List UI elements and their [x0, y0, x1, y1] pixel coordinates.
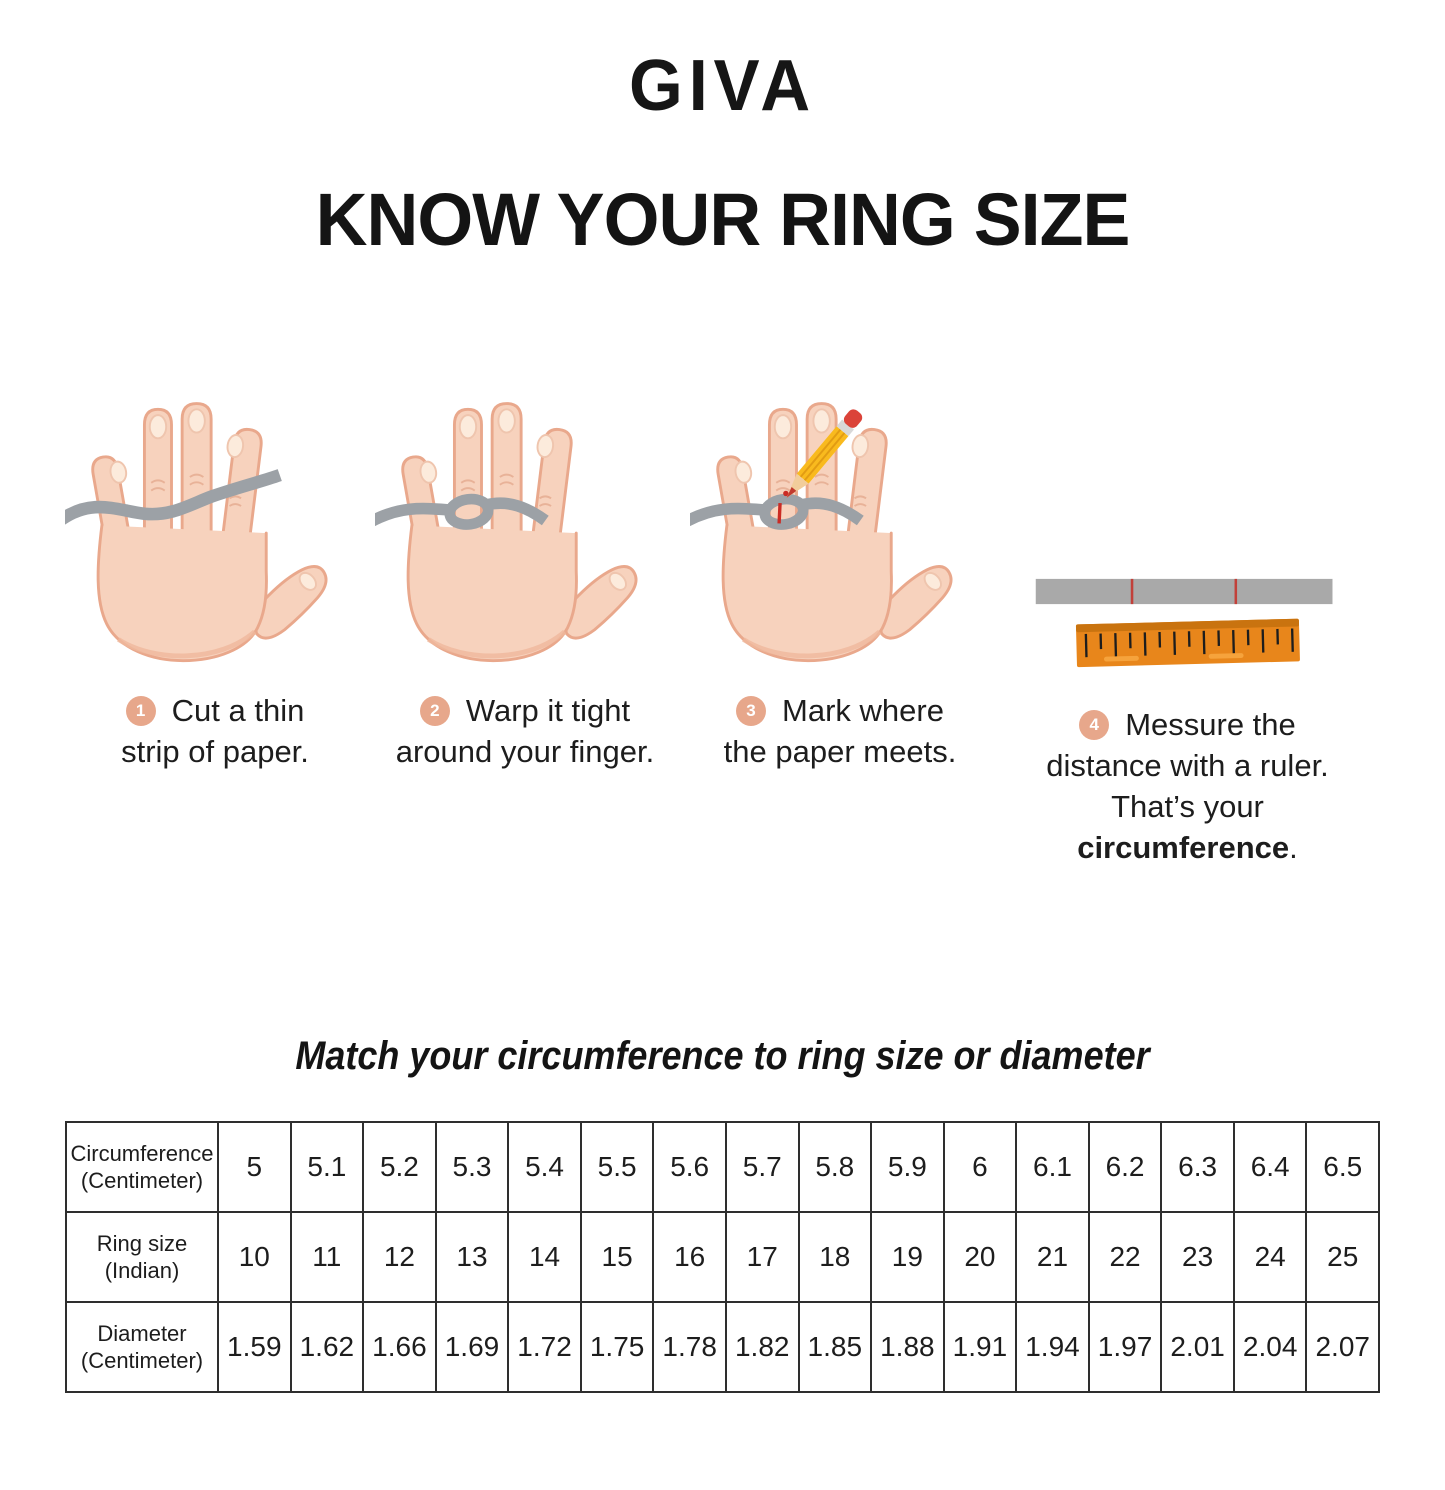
row-label-cell: Diameter (Centimeter) [65, 1301, 219, 1393]
step-1-text-line1: Cut a thin [171, 693, 305, 728]
value-cell: 1.59 [217, 1301, 292, 1393]
step-1-caption: 1 Cut a thin strip of paper. [60, 690, 370, 772]
value-cell: 6 [942, 1121, 1018, 1213]
step-1-text-line2: strip of paper. [121, 734, 309, 769]
paper-strip-wrap [375, 493, 549, 530]
step-3-number-badge: 3 [736, 695, 767, 726]
value-cell: 6.3 [1160, 1121, 1235, 1213]
value-cell: 13 [434, 1211, 510, 1303]
hand-pencil-mark-icon [690, 402, 953, 663]
value-cell: 24 [1232, 1211, 1308, 1303]
table-row: Circumference (Centimeter) 5 5.1 5.2 5.3 5.4 5.… [65, 1121, 1380, 1213]
hand-paper-strip-icon [65, 402, 328, 663]
step-3-caption: 3 Mark where the paper meets. [680, 690, 1000, 772]
step-3-text-line1: Mark where [782, 693, 944, 728]
value-cell: 1.78 [652, 1301, 727, 1393]
step-2-figure [370, 390, 680, 682]
paper-strip [65, 469, 282, 525]
step-1: 1 Cut a thin strip of paper. [60, 390, 370, 868]
value-cell: 15 [579, 1211, 655, 1303]
value-cell: 21 [1015, 1211, 1090, 1303]
step-4-caption: 4 Messure the distance with a ruler. Tha… [1000, 704, 1375, 868]
value-cell: 6.2 [1087, 1121, 1163, 1213]
value-cell: 5.7 [724, 1121, 800, 1213]
step-1-number-badge: 1 [125, 695, 156, 726]
step-3-figure [680, 390, 1000, 682]
giva-logo: GIVA [629, 46, 816, 126]
value-cell: 16 [652, 1211, 727, 1303]
value-cell: 1.75 [579, 1301, 655, 1393]
value-cell: 23 [1160, 1211, 1235, 1303]
value-cell: 2.07 [1305, 1301, 1380, 1393]
ruler-measure-icon [1035, 578, 1332, 668]
value-cell: 11 [289, 1211, 365, 1303]
ruler [1075, 618, 1300, 668]
value-cell: 1.97 [1087, 1301, 1163, 1393]
value-cell: 6.5 [1305, 1121, 1380, 1213]
value-cell: 6.4 [1232, 1121, 1308, 1213]
value-cell: 1.72 [507, 1301, 582, 1393]
value-cell: 10 [217, 1211, 292, 1303]
step-2-text-line1: Warp it tight [465, 693, 631, 728]
step-4-text-line3: That’s your circumference. [1077, 789, 1298, 865]
value-cell: 2.04 [1232, 1301, 1308, 1393]
value-cell: 1.69 [434, 1301, 510, 1393]
value-cell: 1.91 [942, 1301, 1018, 1393]
value-cell: 6.1 [1015, 1121, 1090, 1213]
step-2-caption: 2 Warp it tight around your finger. [370, 690, 680, 772]
value-cell: 12 [362, 1211, 437, 1303]
value-cell: 18 [797, 1211, 873, 1303]
value-cell: 5.9 [870, 1121, 945, 1213]
value-cell: 5.1 [289, 1121, 365, 1213]
value-cell: 1.62 [289, 1301, 365, 1393]
value-cell: 22 [1087, 1211, 1163, 1303]
table-row: Ring size (Indian) 10 11 12 13 14 15 16 17 18 19 20 2… [65, 1211, 1380, 1303]
value-cell: 5.2 [362, 1121, 437, 1213]
step-3: 3 Mark where the paper meets. [680, 390, 1000, 868]
red-mark [777, 503, 782, 524]
value-cell: 2.01 [1160, 1301, 1235, 1393]
value-cell: 14 [507, 1211, 582, 1303]
pencil-icon [786, 409, 863, 498]
paper-strip [1035, 578, 1332, 605]
steps-row: 1 Cut a thin strip of paper. [60, 390, 1445, 868]
red-mark [1234, 578, 1237, 605]
value-cell: 20 [942, 1211, 1018, 1303]
step-4-figure [1000, 390, 1375, 696]
table-subtitle: Match your circumference to ring size or… [295, 1034, 1150, 1078]
value-cell: 25 [1305, 1211, 1380, 1303]
value-cell: 1.66 [362, 1301, 437, 1393]
value-cell: 5.8 [797, 1121, 873, 1213]
value-cell: 19 [870, 1211, 945, 1303]
value-cell: 5 [217, 1121, 292, 1213]
value-cell: 1.82 [724, 1301, 800, 1393]
value-cell: 17 [724, 1211, 800, 1303]
value-cell: 5.5 [579, 1121, 655, 1213]
step-4-text-line2: distance with a ruler. [1046, 748, 1329, 783]
red-mark [1130, 578, 1133, 605]
hand-wrapped-strip-icon [375, 402, 638, 663]
step-2-number-badge: 2 [419, 695, 450, 726]
row-label-cell: Circumference (Centimeter) [65, 1121, 219, 1213]
paper-strip-wrap [690, 493, 864, 530]
value-cell: 5.4 [507, 1121, 582, 1213]
step-2-text-line2: around your finger. [395, 734, 655, 769]
step-4-number-badge: 4 [1079, 709, 1110, 740]
step-4-text-line1: Messure the [1125, 707, 1296, 742]
red-dot [783, 490, 789, 497]
row-label-cell: Ring size (Indian) [65, 1211, 219, 1303]
value-cell: 1.88 [870, 1301, 945, 1393]
step-4: 4 Messure the distance with a ruler. Tha… [1000, 390, 1375, 868]
value-cell: 1.85 [797, 1301, 873, 1393]
value-cell: 5.6 [652, 1121, 727, 1213]
size-table-body: Circumference (Centimeter) 5 5.1 5.2 5.3 5.4 5.… [65, 1121, 1380, 1393]
step-1-figure [60, 390, 370, 682]
value-cell: 5.3 [434, 1121, 510, 1213]
page-title: KNOW YOUR RING SIZE [315, 178, 1131, 261]
step-2: 2 Warp it tight around your finger. [370, 390, 680, 868]
size-table: Circumference (Centimeter) 5 5.1 5.2 5.3 5.4 5.… [65, 1121, 1380, 1393]
value-cell: 1.94 [1015, 1301, 1090, 1393]
table-row: Diameter (Centimeter) 1.59 1.62 1.66 1.69 1.72… [65, 1301, 1380, 1393]
step-3-text-line2: the paper meets. [723, 734, 957, 769]
